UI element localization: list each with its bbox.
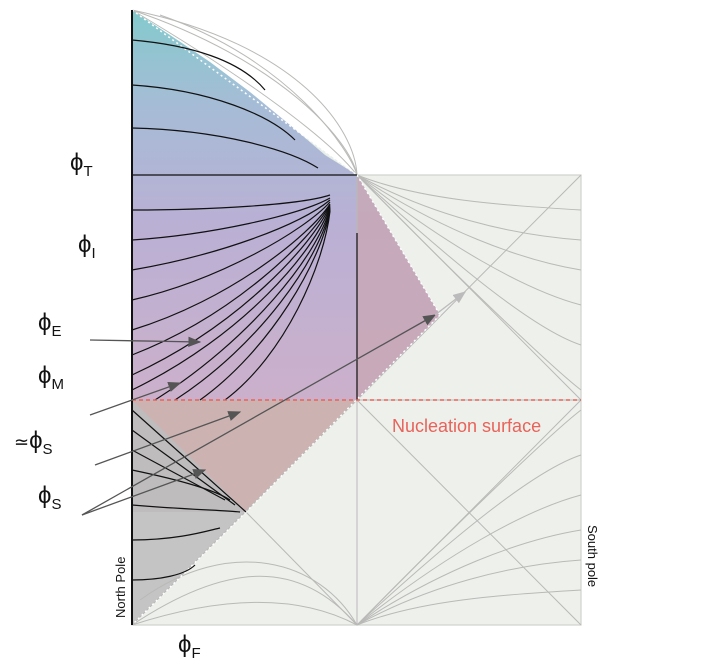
field-line (131, 504, 241, 513)
diag-line (356, 174, 582, 401)
field-line (154, 207, 331, 401)
field-line (131, 469, 231, 501)
curve-line (131, 9, 358, 176)
label-phi-S: ϕS (38, 482, 61, 513)
curve-line (131, 575, 358, 626)
curve-line (356, 559, 582, 626)
field-line (131, 197, 331, 241)
arrow-phi-E (89, 336, 202, 347)
black-curves (131, 39, 358, 581)
nucleation-surface-label: Nucleation surface (392, 416, 541, 436)
curve-line (356, 529, 582, 626)
field-line (131, 205, 331, 376)
field-line (131, 127, 319, 169)
curve-line (139, 561, 358, 626)
field-line (131, 409, 247, 513)
field-line (131, 206, 331, 391)
svg-text:≃ϕS: ≃ϕS (14, 427, 53, 458)
dotted-diag (131, 511, 247, 626)
field-line (131, 84, 296, 141)
diag-line (356, 399, 582, 626)
label-phi-E: ϕE (38, 309, 61, 340)
south-pole-label: South pole (585, 525, 600, 587)
arrow-phi-S-b (81, 469, 207, 516)
curve-line (356, 174, 582, 306)
svg-text:ϕT: ϕT (70, 149, 93, 180)
field-line (131, 204, 331, 356)
north-pole-label: North Pole (113, 557, 128, 618)
svg-text:ϕS: ϕS (38, 482, 61, 513)
field-line (131, 194, 331, 211)
curve-line (356, 454, 582, 626)
curve-line (131, 9, 358, 176)
field-line (131, 449, 226, 501)
field-line (131, 201, 331, 301)
arrow-phi-M (89, 382, 182, 416)
curve-line (159, 14, 358, 176)
label-phi-M: ϕM (38, 362, 64, 393)
curve-line (356, 589, 582, 626)
light-triangle-right (357, 175, 440, 400)
field-line (131, 429, 236, 506)
dotted-diag (131, 9, 358, 176)
svg-text:ϕF: ϕF (178, 631, 201, 660)
field-line (174, 208, 331, 401)
field-line (131, 527, 221, 541)
dotted-boundaries (131, 9, 441, 626)
field-line (199, 209, 331, 401)
field-line (224, 210, 331, 401)
arrow-approx-phi-S (94, 411, 242, 466)
arrows (81, 291, 467, 516)
svg-text:ϕI: ϕI (78, 231, 96, 262)
curve-line (356, 494, 582, 626)
label-phi-F: ϕF (178, 631, 201, 660)
curve-line (131, 601, 358, 626)
curve-line (131, 9, 358, 176)
curve-line (356, 174, 582, 241)
arrow-phi-S-a (81, 314, 437, 516)
field-line (131, 564, 196, 581)
label-phi-I: ϕI (78, 231, 96, 262)
dotted-diag (245, 314, 441, 513)
diag-line (245, 511, 358, 626)
label-approx-phi-S: ≃ϕS (14, 427, 53, 458)
label-phi-T: ϕT (70, 149, 93, 180)
svg-text:ϕE: ϕE (38, 309, 61, 340)
field-line (131, 39, 266, 91)
field-line (131, 199, 331, 271)
curve-line (356, 174, 582, 346)
curve-line (356, 174, 582, 271)
dotted-diag (356, 174, 441, 316)
field-line (131, 203, 331, 331)
arrow-faint (434, 291, 467, 316)
svg-text:ϕM: ϕM (38, 362, 64, 393)
curve-line (356, 174, 582, 211)
